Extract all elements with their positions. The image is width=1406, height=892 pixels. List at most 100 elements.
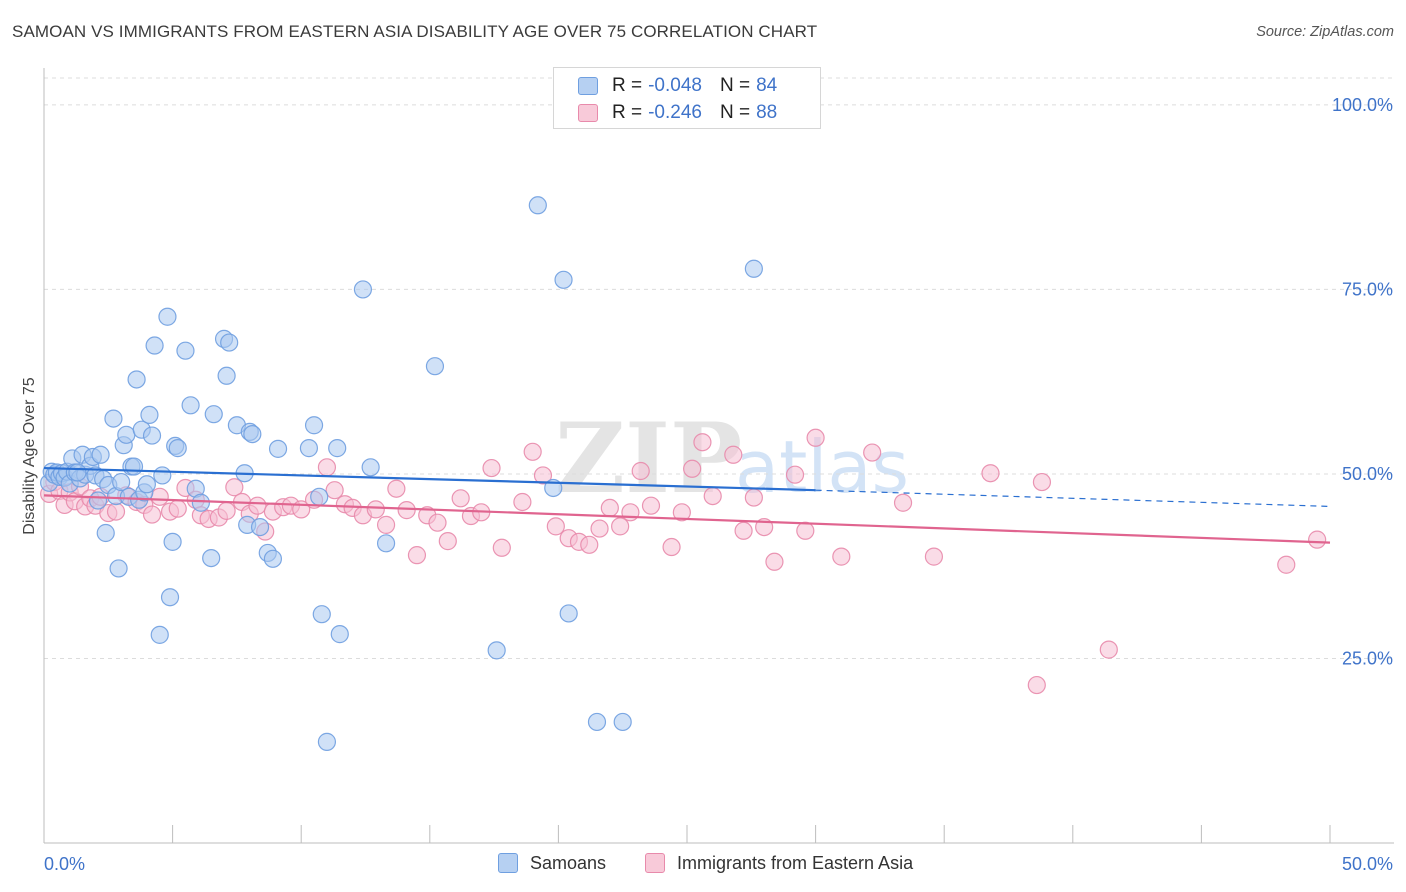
data-point (220, 333, 239, 352)
stats-legend: R = -0.048 N = 84 R = -0.246 N = 88 (553, 67, 821, 129)
bottom-legend-immigrants: Immigrants from Eastern Asia (645, 850, 913, 876)
data-point (268, 439, 288, 458)
data-point (806, 428, 825, 447)
y-axis-label: Disability Age Over 75 (21, 377, 38, 535)
data-point (168, 439, 187, 458)
data-point (127, 370, 146, 389)
data-point (533, 466, 553, 485)
data-point (160, 588, 180, 607)
data-point (580, 535, 599, 554)
r-label: R = (612, 75, 643, 96)
data-point (672, 503, 691, 522)
data-point (204, 405, 223, 424)
y-tick-label: 75.0% (1342, 279, 1393, 299)
data-point (353, 280, 373, 299)
x-tick-label: 0.0% (44, 854, 85, 874)
data-point (263, 549, 283, 568)
data-point (325, 481, 344, 500)
trend-lines (43, 466, 1331, 544)
data-point (150, 625, 169, 644)
data-point (621, 503, 640, 522)
axes (43, 68, 1394, 844)
data-point (1277, 555, 1296, 574)
gridlines (44, 77, 1394, 659)
data-point (487, 641, 506, 660)
data-point (1099, 640, 1118, 659)
data-point (1032, 472, 1052, 492)
data-point (611, 517, 630, 536)
data-point (613, 712, 632, 732)
data-point (1308, 530, 1327, 549)
data-point (482, 458, 501, 478)
data-point (202, 548, 221, 568)
data-point (451, 489, 470, 508)
data-point (163, 532, 182, 551)
data-point (168, 499, 187, 518)
blue-swatch (498, 853, 518, 873)
data-point (587, 712, 607, 732)
data-point (106, 502, 126, 521)
data-point (104, 409, 123, 428)
series-immigrants-points (40, 428, 1327, 695)
legend-row-samoans: R = -0.048 N = 84 (578, 73, 777, 99)
data-point (744, 488, 763, 507)
data-point (299, 439, 319, 458)
n-value: 88 (756, 102, 778, 123)
data-point (330, 625, 349, 644)
tick-labels: 25.0% 50.0% 75.0% 100.0% 0.0% 50.0% (44, 95, 1393, 874)
data-point (832, 547, 851, 566)
data-point (96, 523, 115, 543)
legend-label: Immigrants from Eastern Asia (677, 852, 914, 873)
n-label: N = (719, 75, 751, 96)
data-point (317, 458, 337, 477)
data-point (376, 534, 396, 553)
data-point (140, 405, 159, 425)
data-point (693, 433, 712, 452)
data-point (217, 501, 236, 520)
data-point (376, 515, 396, 534)
data-point (137, 475, 156, 494)
data-point (513, 492, 532, 512)
data-point (68, 463, 87, 482)
data-point (304, 416, 324, 435)
data-point (112, 472, 131, 492)
data-point (600, 498, 619, 518)
r-label: R = (612, 102, 643, 123)
data-point (117, 425, 136, 444)
data-point (150, 487, 169, 506)
data-point (250, 517, 270, 537)
data-point (546, 517, 565, 536)
data-point (641, 496, 661, 515)
data-point (734, 521, 753, 540)
data-point (361, 458, 380, 477)
data-point (528, 196, 547, 215)
data-point (724, 445, 743, 464)
data-point (142, 426, 162, 445)
data-point (590, 519, 609, 538)
data-point (91, 445, 110, 464)
legend-row-immigrants: R = -0.246 N = 88 (578, 100, 777, 126)
data-point (785, 465, 805, 484)
chart-title: SAMOAN VS IMMIGRANTS FROM EASTERN ASIA D… (12, 22, 818, 41)
data-point (158, 307, 177, 326)
x-tick-label: 50.0% (1342, 854, 1393, 874)
data-point (387, 479, 406, 498)
data-point (554, 270, 573, 289)
data-point (142, 505, 162, 524)
data-point (407, 546, 427, 565)
data-point (145, 336, 164, 355)
blue-swatch (578, 77, 598, 95)
data-point (191, 493, 210, 512)
data-point (312, 605, 331, 624)
data-point (924, 547, 944, 566)
trend-line-immigrants (43, 494, 1331, 544)
y-tick-label: 25.0% (1342, 648, 1393, 668)
data-point (662, 537, 681, 557)
data-point (153, 466, 172, 485)
n-label: N = (719, 102, 751, 123)
r-value: -0.246 (648, 102, 702, 123)
data-point (243, 424, 262, 444)
y-tick-label: 50.0% (1342, 464, 1393, 484)
data-point (893, 493, 913, 512)
